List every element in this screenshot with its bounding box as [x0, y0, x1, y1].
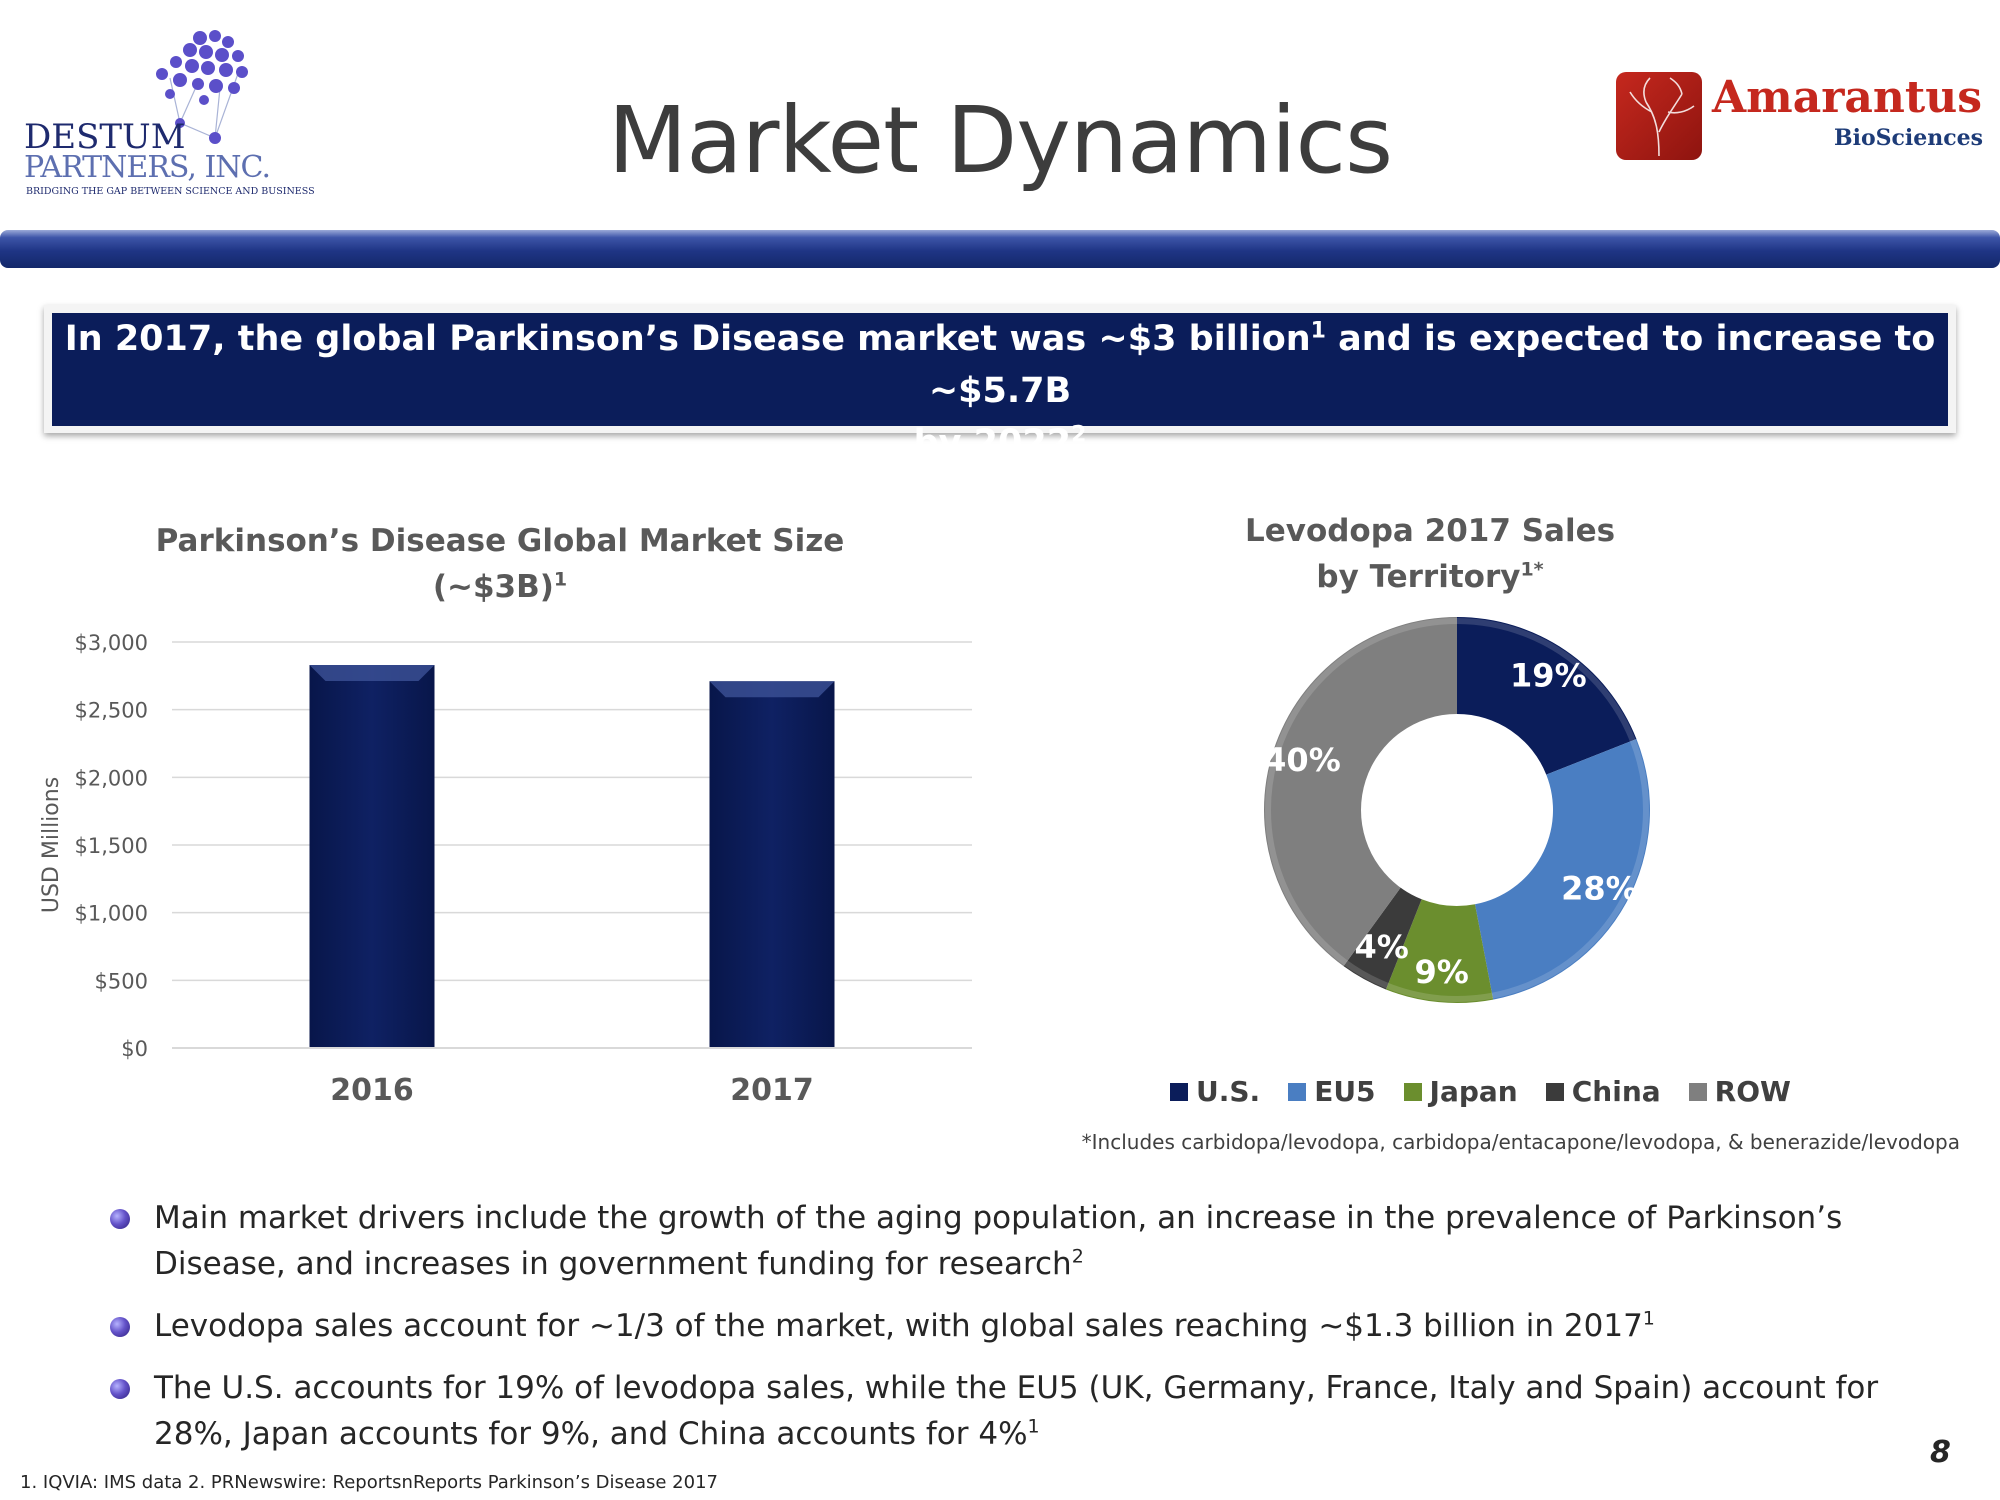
legend-label: U.S.: [1196, 1075, 1261, 1108]
bar-title-line2: (~$3B): [432, 569, 554, 605]
legend-swatch: [1288, 1082, 1307, 1101]
y-axis-label: USD Millions: [39, 777, 64, 913]
banner-footnote-2: 2: [1071, 422, 1087, 448]
legend-swatch: [1545, 1082, 1564, 1101]
bullet-dot-icon: [110, 1317, 130, 1337]
brand-name: Amarantus: [1712, 72, 1982, 123]
destum-logo: DESTUM PARTNERS, INC. BRIDGING THE GAP B…: [20, 28, 315, 203]
headline-banner: In 2017, the global Parkinson’s Disease …: [52, 313, 1948, 463]
market-size-bar-chart: Parkinson’s Disease Global Market Size (…: [0, 500, 1000, 1120]
legend-item: EU5: [1288, 1075, 1376, 1108]
bar-chart-title: Parkinson’s Disease Global Market Size (…: [150, 518, 850, 610]
bullet-footnote: 2: [1071, 1245, 1084, 1268]
donut-chart-title: Levodopa 2017 Sales by Territory1*: [1160, 508, 1700, 600]
donut-slice: [1474, 738, 1650, 1000]
bullet-dot-icon: [110, 1209, 130, 1229]
logo-name: DESTUM: [24, 117, 186, 157]
y-tick-label: $1,000: [75, 902, 148, 926]
x-tick-label: 2017: [730, 1073, 814, 1108]
donut-slice: [1457, 617, 1637, 775]
brand-subtitle: BioSciences: [1834, 125, 1984, 151]
legend-item: ROW: [1688, 1075, 1791, 1108]
donut-bevel: [1265, 618, 1649, 1002]
levodopa-footnote: *Includes carbidopa/levodopa, carbidopa/…: [1081, 1130, 1960, 1154]
donut-title-line2: by Territory: [1316, 559, 1521, 595]
y-tick-label: $500: [95, 969, 148, 993]
y-tick-label: $0: [121, 1037, 148, 1061]
bullet-text: The U.S. accounts for 19% of levodopa sa…: [154, 1370, 1879, 1452]
donut-slice: [1385, 899, 1494, 1003]
page-number: 8: [1930, 1435, 1951, 1470]
y-tick-label: $2,000: [75, 766, 148, 790]
amarantus-logo: Amarantus BioSciences: [1612, 70, 1984, 170]
y-tick-label: $2,500: [75, 699, 148, 723]
bar-bevel: [709, 681, 835, 698]
legend-swatch: [1688, 1082, 1707, 1101]
donut-title-line1: Levodopa 2017 Sales: [1244, 513, 1616, 549]
legend-swatch: [1170, 1082, 1188, 1101]
legend-item: China: [1545, 1075, 1661, 1108]
page-title: Market Dynamics: [607, 87, 1393, 194]
source-note: 1. IQVIA: IMS data 2. PRNewswire: Report…: [20, 1472, 718, 1493]
bullet-text: Levodopa sales account for ~1/3 of the m…: [154, 1308, 1643, 1344]
donut-chart-plot: 19%28%9%4%40%: [1264, 617, 1650, 1003]
bar-title-footnote: 1: [553, 568, 568, 591]
logo-name-2: PARTNERS, INC.: [24, 150, 271, 185]
bar: [709, 681, 835, 1048]
banner-text-3: by 2022: [913, 423, 1072, 463]
donut-title-footnote: 1*: [1520, 558, 1544, 581]
banner-text-2: and is expected to increase to ~$5.7B: [928, 319, 1936, 411]
bullet-footnote: 1: [1642, 1307, 1655, 1330]
legend-label: EU5: [1314, 1075, 1376, 1108]
legend-label: ROW: [1714, 1075, 1791, 1108]
donut-data-label: 9%: [1415, 953, 1469, 991]
bar-chart-plot: $0 $500 $1,000 $1,500 $2,000 $2,500 $3,000 USD …: [39, 631, 972, 1108]
legend-item: U.S.: [1170, 1075, 1260, 1108]
legend-item: Japan: [1403, 1075, 1518, 1108]
banner-footnote-1: 1: [1310, 318, 1326, 344]
header-divider: [0, 230, 2000, 268]
bullet-list: Main market drivers include the growth o…: [110, 1195, 1890, 1473]
legend-label: Japan: [1429, 1075, 1518, 1108]
bullet-item: Main market drivers include the growth o…: [110, 1195, 1890, 1287]
bar: [309, 665, 435, 1048]
bullet-text: Main market drivers include the growth o…: [154, 1200, 1843, 1282]
bullet-footnote: 1: [1027, 1415, 1040, 1438]
donut-data-label: 19%: [1510, 657, 1587, 695]
legend-label: China: [1571, 1075, 1661, 1108]
bar-bevel: [309, 665, 435, 682]
bullet-item: The U.S. accounts for 19% of levodopa sa…: [110, 1365, 1890, 1457]
donut-slice: [1343, 887, 1422, 990]
y-tick-label: $1,500: [75, 834, 148, 858]
logo-tagline: BRIDGING THE GAP BETWEEN SCIENCE AND BUS…: [26, 186, 315, 197]
donut-data-label: 28%: [1561, 869, 1638, 907]
legend-swatch: [1403, 1082, 1422, 1101]
donut-slice: [1264, 617, 1457, 967]
x-tick-label: 2016: [330, 1073, 414, 1108]
donut-legend: U.S. EU5 Japan China ROW: [1170, 1075, 1791, 1108]
y-tick-label: $3,000: [75, 631, 148, 655]
brain-emblem-icon: [1616, 72, 1702, 160]
levodopa-donut-chart: Levodopa 2017 Sales by Territory1* 19% 28…: [1000, 500, 2000, 1140]
molecule-icon: [156, 30, 248, 144]
bullet-dot-icon: [110, 1379, 130, 1399]
banner-text-1: In 2017, the global Parkinson’s Disease …: [64, 319, 1311, 359]
donut-data-label: 40%: [1264, 741, 1341, 779]
bullet-item: Levodopa sales account for ~1/3 of the m…: [110, 1303, 1890, 1349]
bar-title-line1: Parkinson’s Disease Global Market Size: [155, 523, 845, 559]
